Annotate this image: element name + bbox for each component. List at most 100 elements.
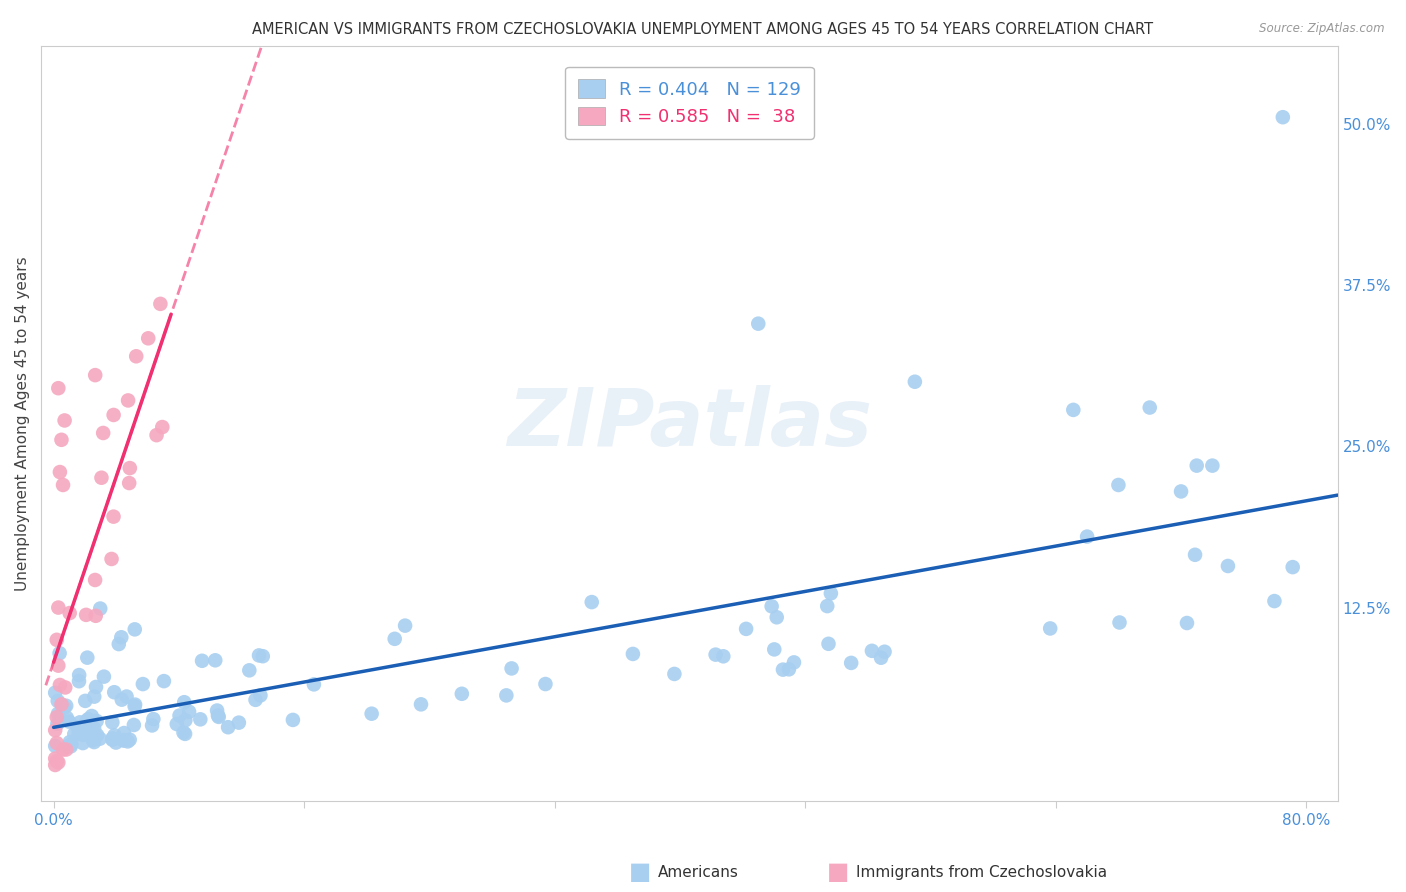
Point bbox=[228, 715, 250, 730]
Point bbox=[177, 705, 200, 719]
Point bbox=[112, 733, 135, 747]
Text: Source: ZipAtlas.com: Source: ZipAtlas.com bbox=[1260, 22, 1385, 36]
Point bbox=[59, 739, 82, 754]
Point bbox=[1076, 530, 1098, 544]
Point bbox=[76, 714, 98, 728]
Point bbox=[772, 663, 794, 677]
Point bbox=[124, 699, 146, 714]
Y-axis label: Unemployment Among Ages 45 to 54 years: Unemployment Among Ages 45 to 54 years bbox=[15, 256, 30, 591]
Point bbox=[1185, 458, 1208, 473]
Point bbox=[46, 381, 69, 395]
Point bbox=[53, 681, 76, 695]
Point bbox=[59, 735, 82, 749]
Point bbox=[873, 645, 896, 659]
Point bbox=[117, 734, 139, 748]
Point bbox=[172, 725, 194, 739]
Point bbox=[735, 622, 758, 636]
Point bbox=[1271, 110, 1294, 124]
Point bbox=[125, 349, 148, 363]
Point bbox=[1139, 401, 1161, 415]
Point bbox=[101, 731, 124, 746]
Legend: R = 0.404   N = 129, R = 0.585   N =  38: R = 0.404 N = 129, R = 0.585 N = 38 bbox=[565, 67, 814, 138]
Point bbox=[67, 727, 90, 741]
Point bbox=[45, 736, 67, 750]
Point bbox=[46, 694, 69, 708]
Point bbox=[501, 661, 523, 675]
Point bbox=[110, 630, 132, 644]
Point bbox=[122, 718, 145, 732]
Point bbox=[450, 687, 472, 701]
Point bbox=[208, 710, 231, 724]
Point bbox=[166, 717, 188, 731]
Point bbox=[1108, 615, 1130, 630]
Point bbox=[46, 600, 69, 615]
Point bbox=[56, 711, 79, 725]
Point bbox=[49, 678, 72, 692]
Point bbox=[205, 704, 228, 718]
Point bbox=[174, 713, 197, 727]
Point bbox=[145, 428, 167, 442]
Point bbox=[1107, 478, 1129, 492]
Point bbox=[107, 637, 129, 651]
Text: AMERICAN VS IMMIGRANTS FROM CZECHOSLOVAKIA UNEMPLOYMENT AMONG AGES 45 TO 54 YEAR: AMERICAN VS IMMIGRANTS FROM CZECHOSLOVAK… bbox=[253, 22, 1153, 37]
Point bbox=[52, 742, 75, 756]
Point bbox=[1263, 594, 1285, 608]
Point bbox=[207, 708, 229, 723]
Point bbox=[664, 667, 686, 681]
Point bbox=[217, 720, 239, 734]
Point bbox=[101, 715, 124, 730]
Point bbox=[118, 732, 141, 747]
Point bbox=[817, 637, 839, 651]
Point bbox=[69, 715, 91, 730]
Point bbox=[169, 708, 191, 723]
Point bbox=[45, 632, 67, 647]
Point bbox=[48, 646, 70, 660]
Point bbox=[581, 595, 603, 609]
Point bbox=[860, 644, 883, 658]
Point bbox=[59, 606, 82, 620]
Point bbox=[67, 674, 90, 689]
Point bbox=[44, 758, 66, 772]
Point bbox=[46, 756, 69, 770]
Point bbox=[45, 710, 67, 724]
Point bbox=[111, 692, 134, 706]
Text: ZIPatlas: ZIPatlas bbox=[508, 384, 872, 463]
Point bbox=[103, 728, 125, 742]
Point bbox=[112, 726, 135, 740]
Text: Immigrants from Czechoslovakia: Immigrants from Czechoslovakia bbox=[856, 865, 1108, 880]
Point bbox=[83, 722, 105, 736]
Point bbox=[778, 662, 800, 676]
Point bbox=[204, 653, 226, 667]
Point bbox=[46, 658, 69, 673]
Point bbox=[76, 720, 98, 734]
Point bbox=[150, 420, 173, 434]
Text: ■: ■ bbox=[827, 861, 849, 884]
Point bbox=[80, 727, 103, 741]
Text: ■: ■ bbox=[628, 861, 651, 884]
Point bbox=[174, 727, 197, 741]
Point bbox=[53, 700, 76, 714]
Point bbox=[124, 623, 146, 637]
Point bbox=[409, 698, 432, 712]
Point bbox=[83, 690, 105, 704]
Point bbox=[56, 739, 79, 753]
Point bbox=[132, 677, 155, 691]
Point bbox=[1170, 484, 1192, 499]
Point bbox=[747, 317, 769, 331]
Point bbox=[245, 693, 267, 707]
Point bbox=[104, 735, 127, 749]
Point bbox=[76, 650, 98, 665]
Point bbox=[53, 413, 76, 427]
Point bbox=[112, 733, 135, 747]
Point bbox=[711, 649, 734, 664]
Point bbox=[103, 685, 125, 699]
Point bbox=[103, 731, 125, 746]
Point bbox=[72, 736, 94, 750]
Point bbox=[765, 610, 787, 624]
Point bbox=[67, 668, 90, 682]
Point bbox=[77, 712, 100, 726]
Point bbox=[534, 677, 557, 691]
Point bbox=[103, 509, 125, 524]
Point bbox=[360, 706, 382, 721]
Point bbox=[75, 607, 97, 622]
